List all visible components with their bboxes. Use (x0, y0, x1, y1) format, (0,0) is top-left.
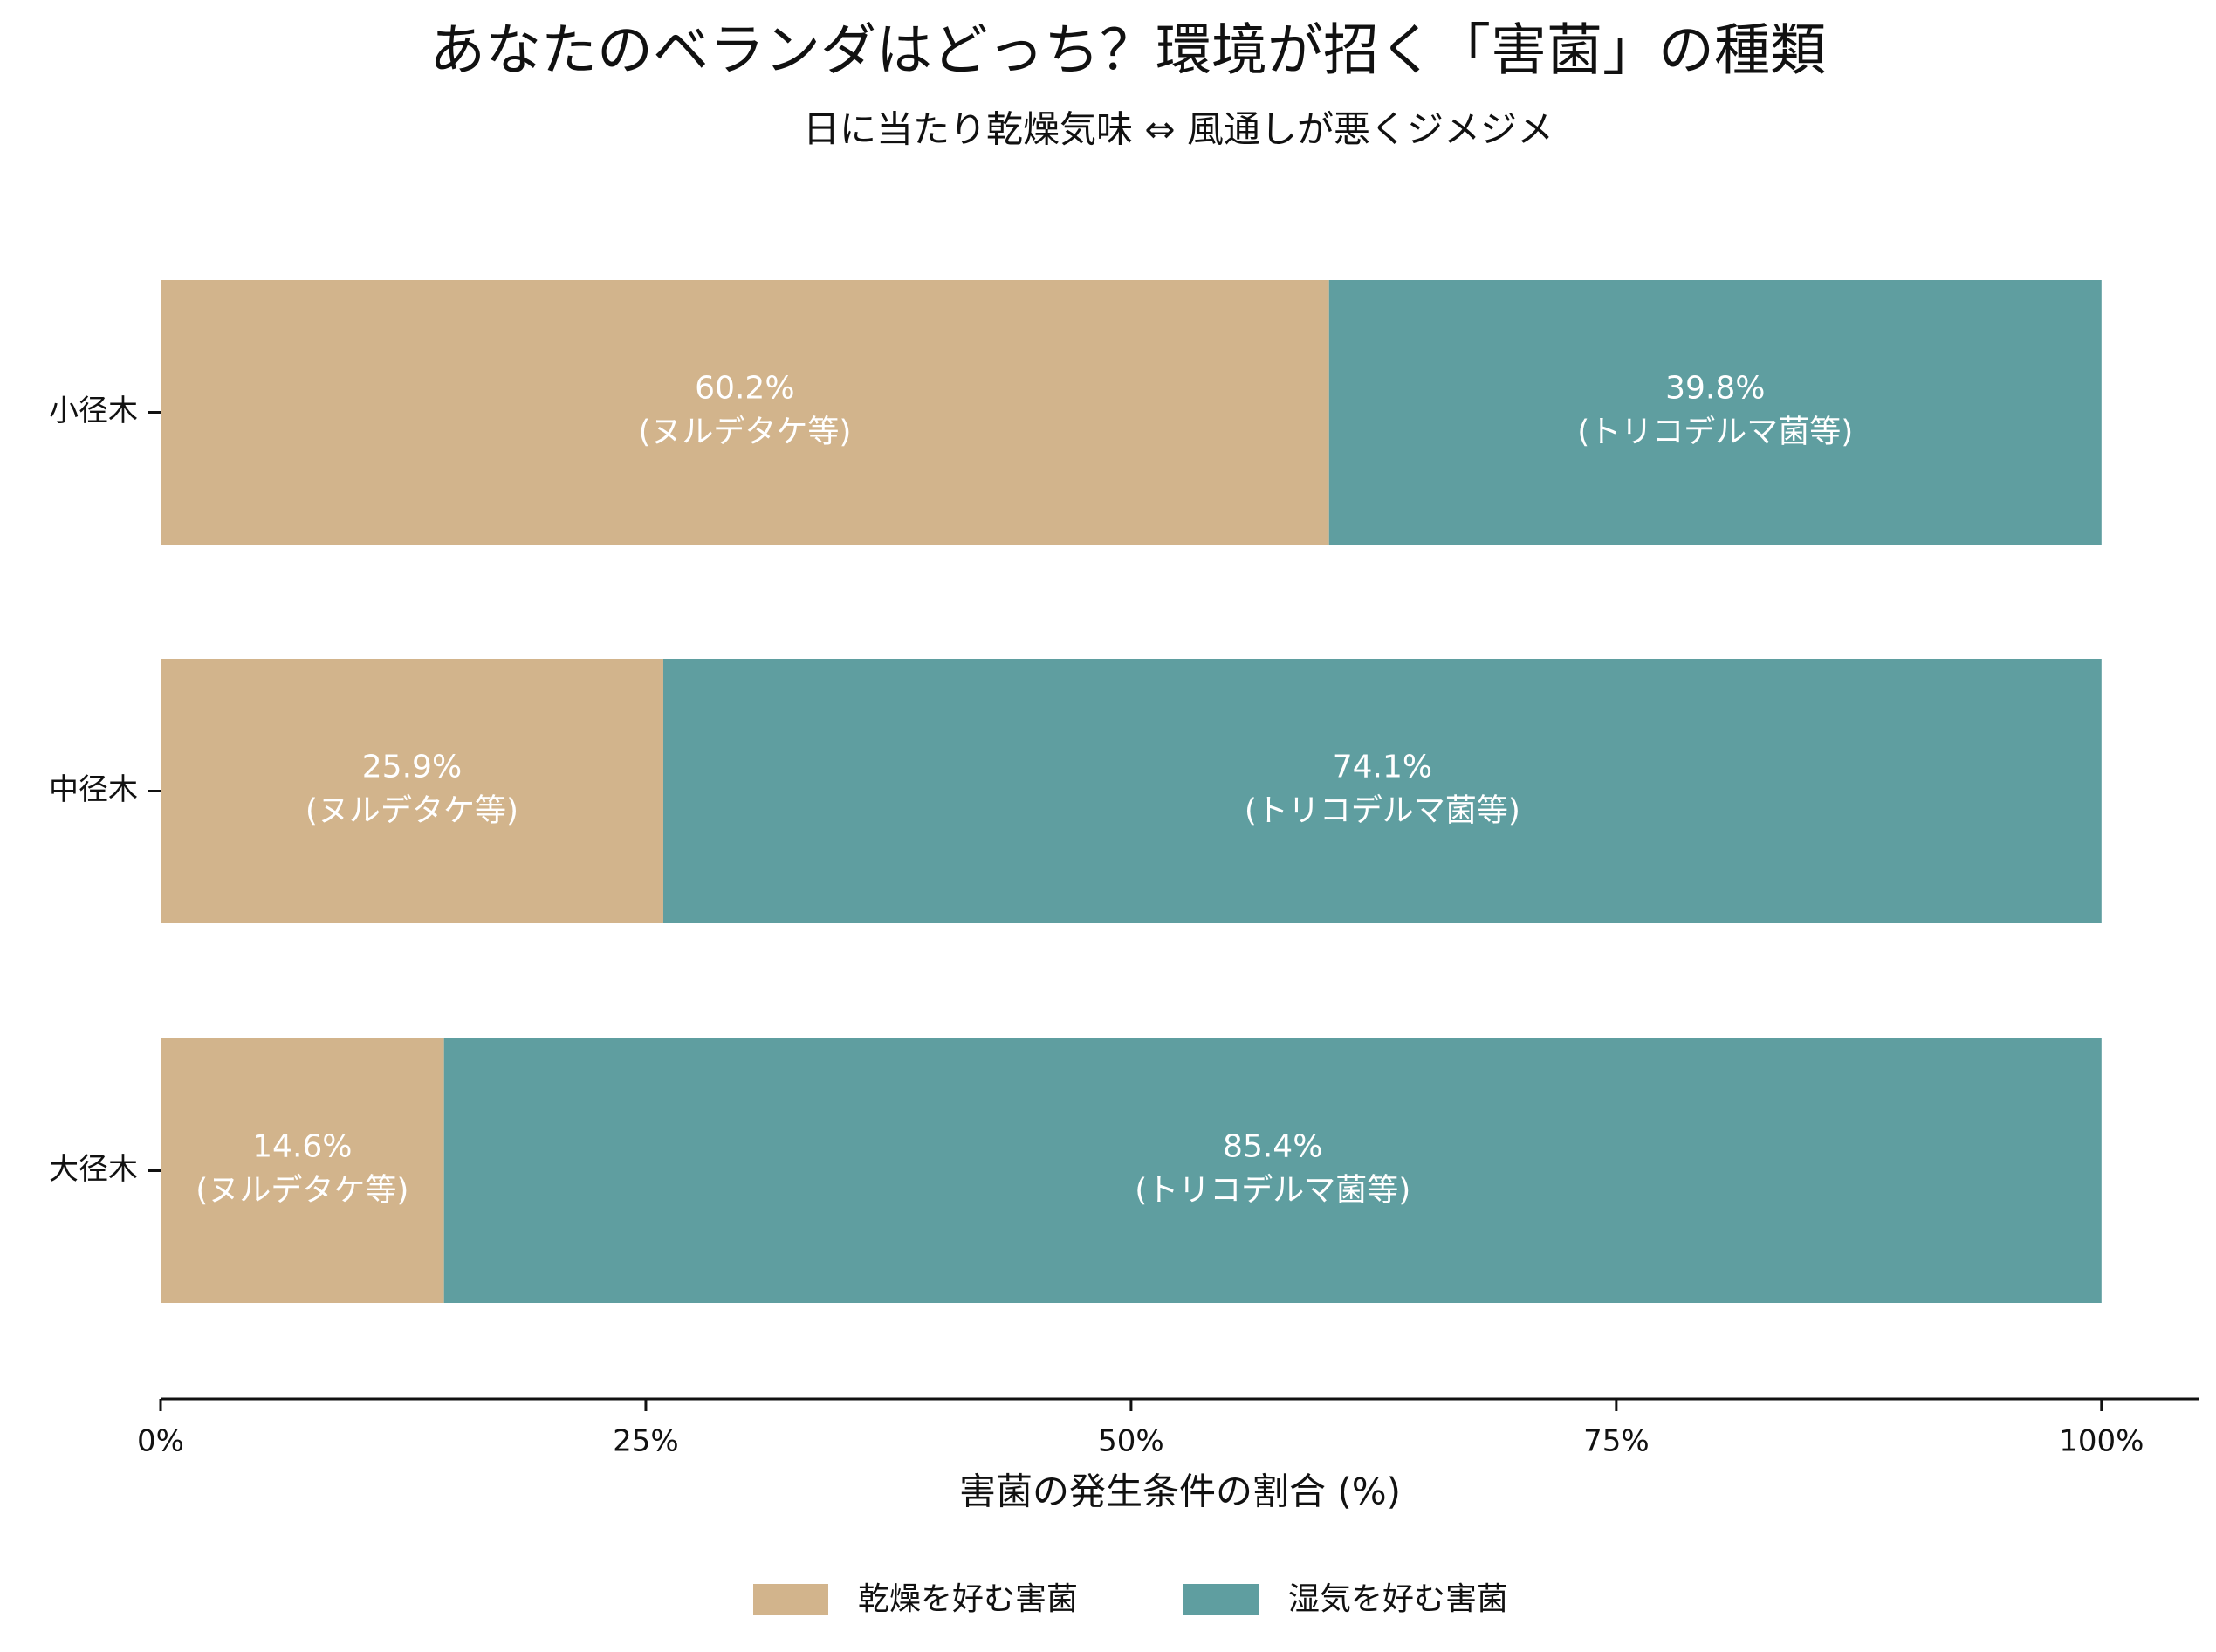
value-label: 60.2% (695, 371, 794, 407)
value-label: 25.9% (362, 750, 462, 785)
bar-segment (161, 1038, 444, 1303)
bar-segment (662, 659, 2102, 923)
legend-swatch (1183, 1584, 1259, 1615)
value-label: 14.6% (252, 1129, 352, 1165)
legend-label: 湿気を好む害菌 (1288, 1581, 1508, 1617)
bar-segment (161, 280, 1329, 545)
x-axis-label: 害菌の発生条件の割合 (%) (959, 1470, 1401, 1513)
bar-segment (443, 1038, 2102, 1303)
value-note: (トリコデルマ菌等) (1245, 793, 1520, 829)
legend-label: 乾燥を好む害菌 (858, 1581, 1078, 1617)
legend-swatch (753, 1584, 828, 1615)
value-note: (トリコデルマ菌等) (1577, 415, 1853, 450)
chart-subtitle: 日に当たり乾燥気味 ⇔ 風通しが悪くジメジメ (803, 108, 1554, 151)
value-note: (トリコデルマ菌等) (1135, 1173, 1410, 1209)
value-label: 74.1% (1333, 750, 1432, 785)
bar-segment (161, 659, 663, 923)
y-tick-label: 中径木 (49, 772, 138, 807)
value-label: 39.8% (1665, 371, 1765, 407)
value-note: (ヌルデタケ等) (196, 1173, 408, 1209)
chart-title: あなたのベランダはどっち？環境が招く「害菌」の種類 (429, 19, 1826, 84)
x-tick-label: 100% (2059, 1424, 2144, 1459)
x-tick-label: 75% (1583, 1424, 1650, 1459)
x-tick-label: 50% (1098, 1424, 1164, 1459)
x-tick-label: 25% (613, 1424, 679, 1459)
value-label: 85.4% (1223, 1129, 1322, 1165)
bar-segment (1328, 280, 2102, 545)
y-tick-label: 大径木 (49, 1152, 138, 1187)
value-note: (ヌルデタケ等) (305, 793, 518, 829)
value-note: (ヌルデタケ等) (638, 415, 851, 450)
y-tick-label: 小径木 (49, 394, 138, 428)
x-tick-label: 0% (137, 1424, 184, 1459)
